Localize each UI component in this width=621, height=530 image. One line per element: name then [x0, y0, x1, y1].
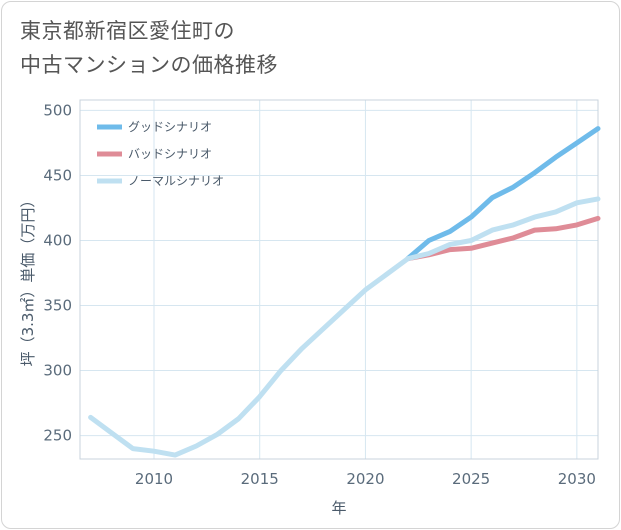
y-tick-label: 300	[43, 362, 72, 380]
chart-title: 東京都新宿区愛住町の 中古マンションの価格推移	[20, 14, 278, 82]
series-line-0	[405, 126, 601, 262]
chart-title-line-2: 中古マンションの価格推移	[20, 53, 278, 77]
legend-label-2: ノーマルシナリオ	[128, 174, 224, 188]
y-axis-title: 坪（3.3㎡）単価（万円）	[19, 193, 37, 367]
series-line-1	[405, 215, 601, 262]
axes: 2010 2015 2020 2025 2030 250 300 350 400 450 500	[43, 101, 596, 488]
x-tick-label: 2015	[241, 470, 279, 488]
y-tick-label: 250	[43, 427, 72, 445]
plot-background	[80, 100, 598, 459]
chart-title-line-1: 東京都新宿区愛住町の	[20, 19, 235, 43]
x-tick-label: 2030	[558, 470, 596, 488]
plot-area	[88, 126, 601, 458]
axis-labels: 年 坪（3.3㎡）単価（万円）	[19, 193, 347, 517]
y-tick-label: 450	[43, 166, 72, 184]
plot-border	[79, 99, 599, 460]
x-tick-label: 2020	[346, 470, 384, 488]
x-tick-label: 2025	[452, 470, 490, 488]
grid-lines	[79, 99, 599, 460]
x-axis-title: 年	[331, 499, 346, 517]
y-tick-label: 500	[43, 101, 72, 119]
y-tick-label: 400	[43, 231, 72, 249]
x-tick-label: 2010	[135, 470, 173, 488]
legend-label-1: バッドシナリオ	[128, 147, 212, 161]
legend-label-0: グッドシナリオ	[128, 120, 212, 134]
y-tick-label: 350	[43, 297, 72, 315]
series-line-2	[88, 196, 601, 458]
